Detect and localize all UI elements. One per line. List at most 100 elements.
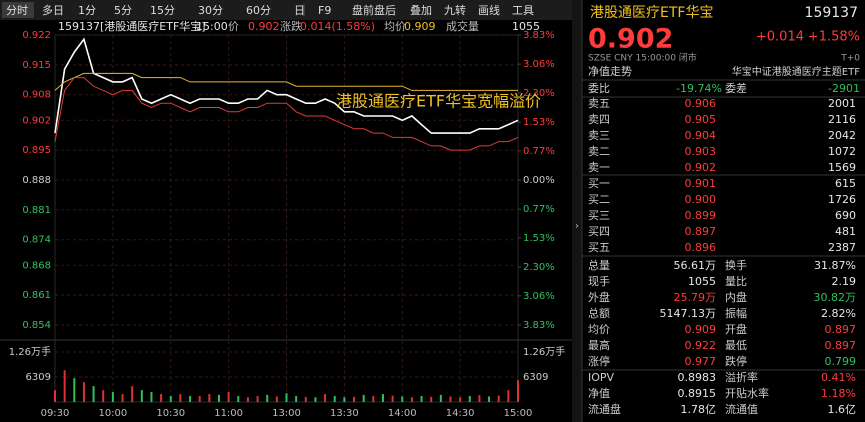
- stat-label: 现手: [588, 274, 610, 288]
- stat-value: 0.897: [825, 339, 857, 352]
- volume-tick-label: 6309: [26, 372, 51, 383]
- toolbar-button[interactable]: F9: [318, 4, 331, 17]
- t0: T+0: [840, 54, 860, 64]
- x-tick-label: 09:30: [41, 408, 70, 419]
- quote-meta: SZSE CNY 15:00:00 闭市: [588, 52, 697, 64]
- stat-label: 跌停: [725, 354, 747, 368]
- stat-value: 1055: [688, 275, 716, 288]
- book-price: 0.900: [685, 193, 717, 206]
- y-tick-label: 0.915: [22, 60, 51, 71]
- y2-tick-label: 0.77%: [523, 146, 555, 157]
- stat-value: 0.41%: [821, 371, 856, 384]
- x-tick-label: 15:00: [504, 408, 533, 419]
- header-value: 0.909: [404, 20, 436, 33]
- toolbar-tab[interactable]: 1分: [78, 4, 96, 17]
- stat-value: 0.8915: [678, 387, 717, 400]
- y2-tick-label: 3.83%: [523, 30, 555, 41]
- collapse-arrow[interactable]: ›: [575, 222, 579, 232]
- book-label: 买三: [588, 209, 610, 222]
- y2-tick-label: 1.53%: [523, 233, 555, 244]
- tab-active: [2, 2, 34, 18]
- divider: [572, 0, 582, 422]
- y-tick-label: 0.854: [22, 320, 51, 331]
- stat-label: 开贴水率: [725, 386, 769, 400]
- stat-value: 1.6亿: [828, 403, 857, 416]
- book-volume: 690: [835, 209, 856, 222]
- nav-link[interactable]: 净值走势: [588, 64, 632, 78]
- stat-label: 内盘: [725, 290, 747, 304]
- book-label: 买五: [588, 241, 610, 254]
- y2-tick-label: 2.30%: [523, 262, 555, 273]
- stat-label: 外盘: [588, 290, 610, 304]
- stat-label: 流通盘: [588, 402, 621, 416]
- x-tick-label: 10:00: [98, 408, 127, 419]
- header-label: 成交量: [446, 19, 479, 33]
- book-price: 0.897: [685, 225, 717, 238]
- stat-value: 0.897: [825, 323, 857, 336]
- book-label: 卖五: [588, 97, 610, 110]
- y-tick-label: 0.861: [22, 290, 51, 301]
- quote-price: 0.902: [588, 24, 673, 55]
- price-line: [54, 77, 519, 151]
- stat-value: 30.82万: [814, 291, 857, 304]
- book-volume: 2387: [828, 241, 856, 254]
- stat-value: 25.79万: [674, 291, 717, 304]
- x-tick-label: 13:00: [272, 408, 301, 419]
- stat-label: 溢折率: [725, 370, 758, 384]
- ratio-label: 委差: [725, 81, 747, 95]
- toolbar-tab[interactable]: 分时: [6, 4, 28, 17]
- stat-value: 1.18%: [821, 387, 856, 400]
- toolbar-tab[interactable]: 5分: [114, 4, 132, 17]
- book-price: 0.899: [685, 209, 717, 222]
- toolbar-button[interactable]: 画线: [478, 3, 500, 17]
- y2-tick-label: 1.53%: [523, 117, 555, 128]
- book-volume: 615: [835, 177, 856, 190]
- y2-tick-label: 2.30%: [523, 88, 555, 99]
- price-line: [54, 72, 518, 91]
- toolbar-tab[interactable]: 15分: [150, 4, 175, 17]
- toolbar-tab[interactable]: 多日: [42, 3, 64, 17]
- toolbar-button[interactable]: 工具: [512, 4, 534, 17]
- stat-value: 56.61万: [674, 259, 717, 272]
- y-tick-label: 0.874: [22, 235, 51, 246]
- toolbar-tab[interactable]: 30分: [198, 4, 223, 17]
- stat-label: 最高: [588, 338, 610, 352]
- y2-tick-label: 3.06%: [523, 291, 555, 302]
- header-value: 1055: [512, 20, 540, 33]
- stat-value: 0.8983: [678, 371, 717, 384]
- x-tick-label: 14:00: [388, 408, 417, 419]
- quote-change: +0.014: [756, 30, 804, 45]
- stat-label: 流通值: [725, 402, 758, 416]
- toolbar-button[interactable]: 九转: [444, 3, 466, 17]
- header-time: 15:00: [196, 20, 228, 33]
- stat-label: 最低: [725, 339, 747, 352]
- book-price: 0.896: [685, 241, 717, 254]
- y2-tick-label: 0.77%: [523, 204, 555, 215]
- x-tick-label: 13:30: [330, 408, 359, 419]
- toolbar-tab[interactable]: 60分: [246, 4, 271, 17]
- x-tick-label: 14:30: [446, 408, 475, 419]
- stat-value: 2.19: [832, 275, 857, 288]
- book-label: 买二: [588, 193, 610, 206]
- toolbar-button[interactable]: 盘前盘后: [352, 3, 396, 17]
- book-price: 0.902: [685, 161, 717, 174]
- toolbar-button[interactable]: 叠加: [410, 4, 432, 17]
- book-price: 0.905: [685, 113, 717, 126]
- price-line: [54, 37, 519, 134]
- toolbar-tab[interactable]: 日: [294, 4, 305, 17]
- stat-value: 5147.13万: [660, 307, 717, 320]
- stat-label: 量比: [725, 275, 747, 288]
- stat-value: 31.87%: [814, 259, 856, 272]
- book-label: 卖四: [588, 113, 610, 126]
- y2-tick-label: 3.06%: [523, 59, 555, 70]
- stat-label: IOPV: [588, 371, 615, 384]
- y-tick-label: 0.908: [22, 90, 51, 101]
- y-tick-label: 0.888: [22, 175, 51, 186]
- y-tick-label: 0.881: [22, 205, 51, 216]
- ratio-label: 委比: [588, 82, 610, 95]
- book-volume: 2042: [828, 129, 856, 142]
- toolbar: [0, 0, 572, 20]
- header-label: 价: [228, 20, 239, 33]
- book-volume: 2116: [828, 113, 856, 126]
